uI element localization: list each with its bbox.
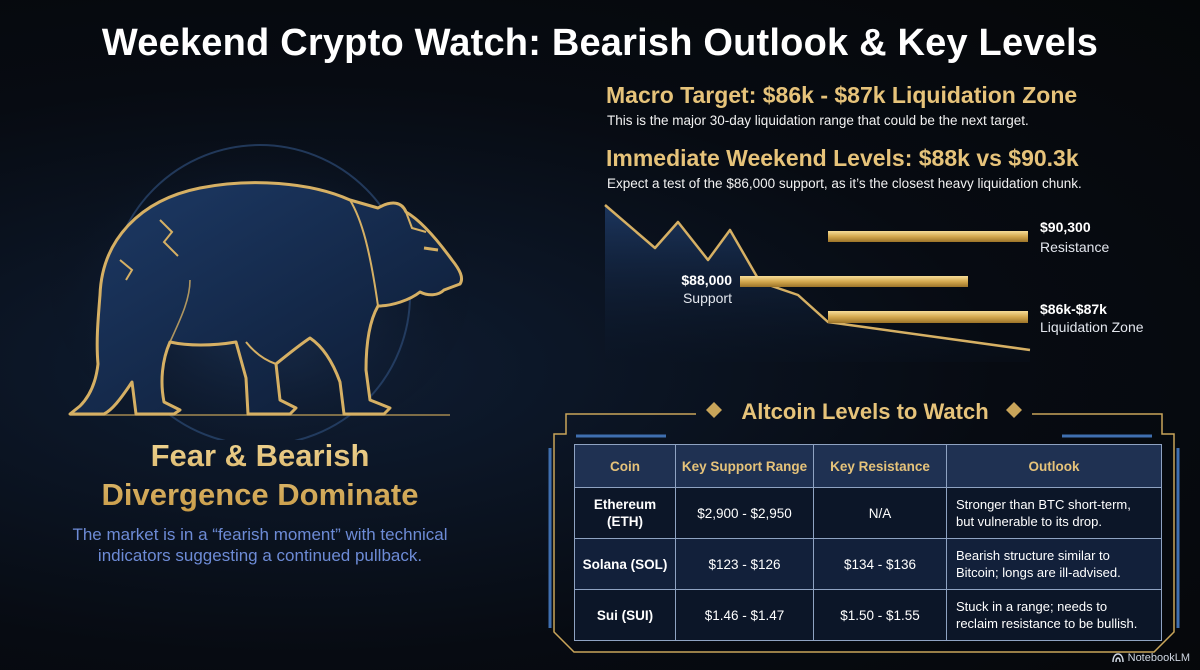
support-price: $88,000	[681, 272, 732, 288]
outlook-line: but vulnerable to its drop.	[956, 514, 1102, 529]
support-cell: $1.46 - $1.47	[675, 589, 814, 641]
support-cell: $2,900 - $2,950	[675, 487, 814, 539]
macro-target-text: This is the major 30-day liquidation ran…	[607, 113, 1029, 128]
outlook-line: Bearish structure similar to	[956, 548, 1110, 563]
macro-target-heading: Macro Target: $86k - $87k Liquidation Zo…	[606, 82, 1078, 108]
liquidation-bar	[828, 311, 1028, 323]
table-row: Ethereum (ETH) $2,900 - $2,950 N/A Stron…	[574, 487, 1162, 539]
coin-cell: Ethereum (ETH)	[574, 487, 676, 539]
notebooklm-logo-icon	[1111, 653, 1124, 663]
bear-illustration	[40, 120, 480, 440]
fear-heading-line2: Divergence Dominate	[101, 477, 419, 512]
liquidation-label: Liquidation Zone	[1040, 319, 1144, 335]
coin-cell: Sui (SUI)	[574, 589, 676, 641]
support-cell: $123 - $126	[675, 538, 814, 590]
altcoin-title: Altcoin Levels to Watch	[741, 399, 989, 424]
resistance-cell: $134 - $136	[813, 538, 947, 590]
outlook-cell: Stuck in a range; needs to reclaim resis…	[946, 589, 1162, 641]
resistance-cell: N/A	[813, 487, 947, 539]
altcoin-table: Coin Key Support Range Key Resistance Ou…	[574, 444, 1162, 641]
column-header-coin: Coin	[574, 444, 676, 488]
resistance-label: Resistance	[1040, 239, 1109, 255]
price-trend-area	[605, 205, 1030, 362]
resistance-price: $90,300	[1040, 219, 1091, 235]
table-row: Solana (SOL) $123 - $126 $134 - $136 Bea…	[574, 538, 1162, 590]
brand-name: NotebookLM	[1127, 652, 1190, 664]
coin-name: Ethereum	[593, 497, 657, 512]
fear-description: The market is in a “fearish moment” with…	[72, 525, 448, 565]
fear-heading: Fear & Bearish Divergence Dominate	[40, 436, 480, 514]
immediate-levels-text: Expect a test of the $86,000 support, as…	[607, 176, 1082, 191]
outlook-line: Bitcoin; longs are ill-advised.	[956, 565, 1121, 580]
outlook-line: reclaim resistance to be bullish.	[956, 616, 1138, 631]
outlook-line: Stronger than BTC short-term,	[956, 497, 1131, 512]
price-trend-line	[604, 204, 1031, 352]
coin-name: Solana (SOL)	[582, 556, 668, 572]
table-row: Sui (SUI) $1.46 - $1.47 $1.50 - $1.55 St…	[574, 589, 1162, 641]
column-header-support: Key Support Range	[675, 444, 814, 488]
resistance-cell: $1.50 - $1.55	[813, 589, 947, 641]
outlook-line: Stuck in a range; needs to	[956, 599, 1108, 614]
outlook-cell: Stronger than BTC short-term, but vulner…	[946, 487, 1162, 539]
coin-cell: Solana (SOL)	[574, 538, 676, 590]
coin-ticker: (ETH)	[607, 514, 643, 529]
fear-heading-line1: Fear & Bearish	[150, 438, 370, 473]
price-levels-chart: $90,300 Resistance $88,000 Support $86k-…	[600, 200, 1175, 380]
column-header-resistance: Key Resistance	[813, 444, 947, 488]
support-bar	[740, 276, 968, 287]
page-title: Weekend Crypto Watch: Bearish Outlook & …	[101, 22, 1099, 64]
resistance-bar	[828, 231, 1028, 242]
outlook-cell: Bearish structure similar to Bitcoin; lo…	[946, 538, 1162, 590]
notebooklm-watermark: NotebookLM	[1111, 652, 1190, 664]
column-header-outlook: Outlook	[946, 444, 1162, 488]
altcoin-frame	[546, 392, 1182, 654]
support-label: Support	[683, 290, 732, 306]
immediate-levels-heading: Immediate Weekend Levels: $88k vs $90.3k	[606, 145, 1079, 171]
coin-name: Sui (SUI)	[596, 607, 654, 623]
liquidation-price: $86k-$87k	[1040, 301, 1107, 317]
table-header-row: Coin Key Support Range Key Resistance Ou…	[574, 444, 1162, 488]
